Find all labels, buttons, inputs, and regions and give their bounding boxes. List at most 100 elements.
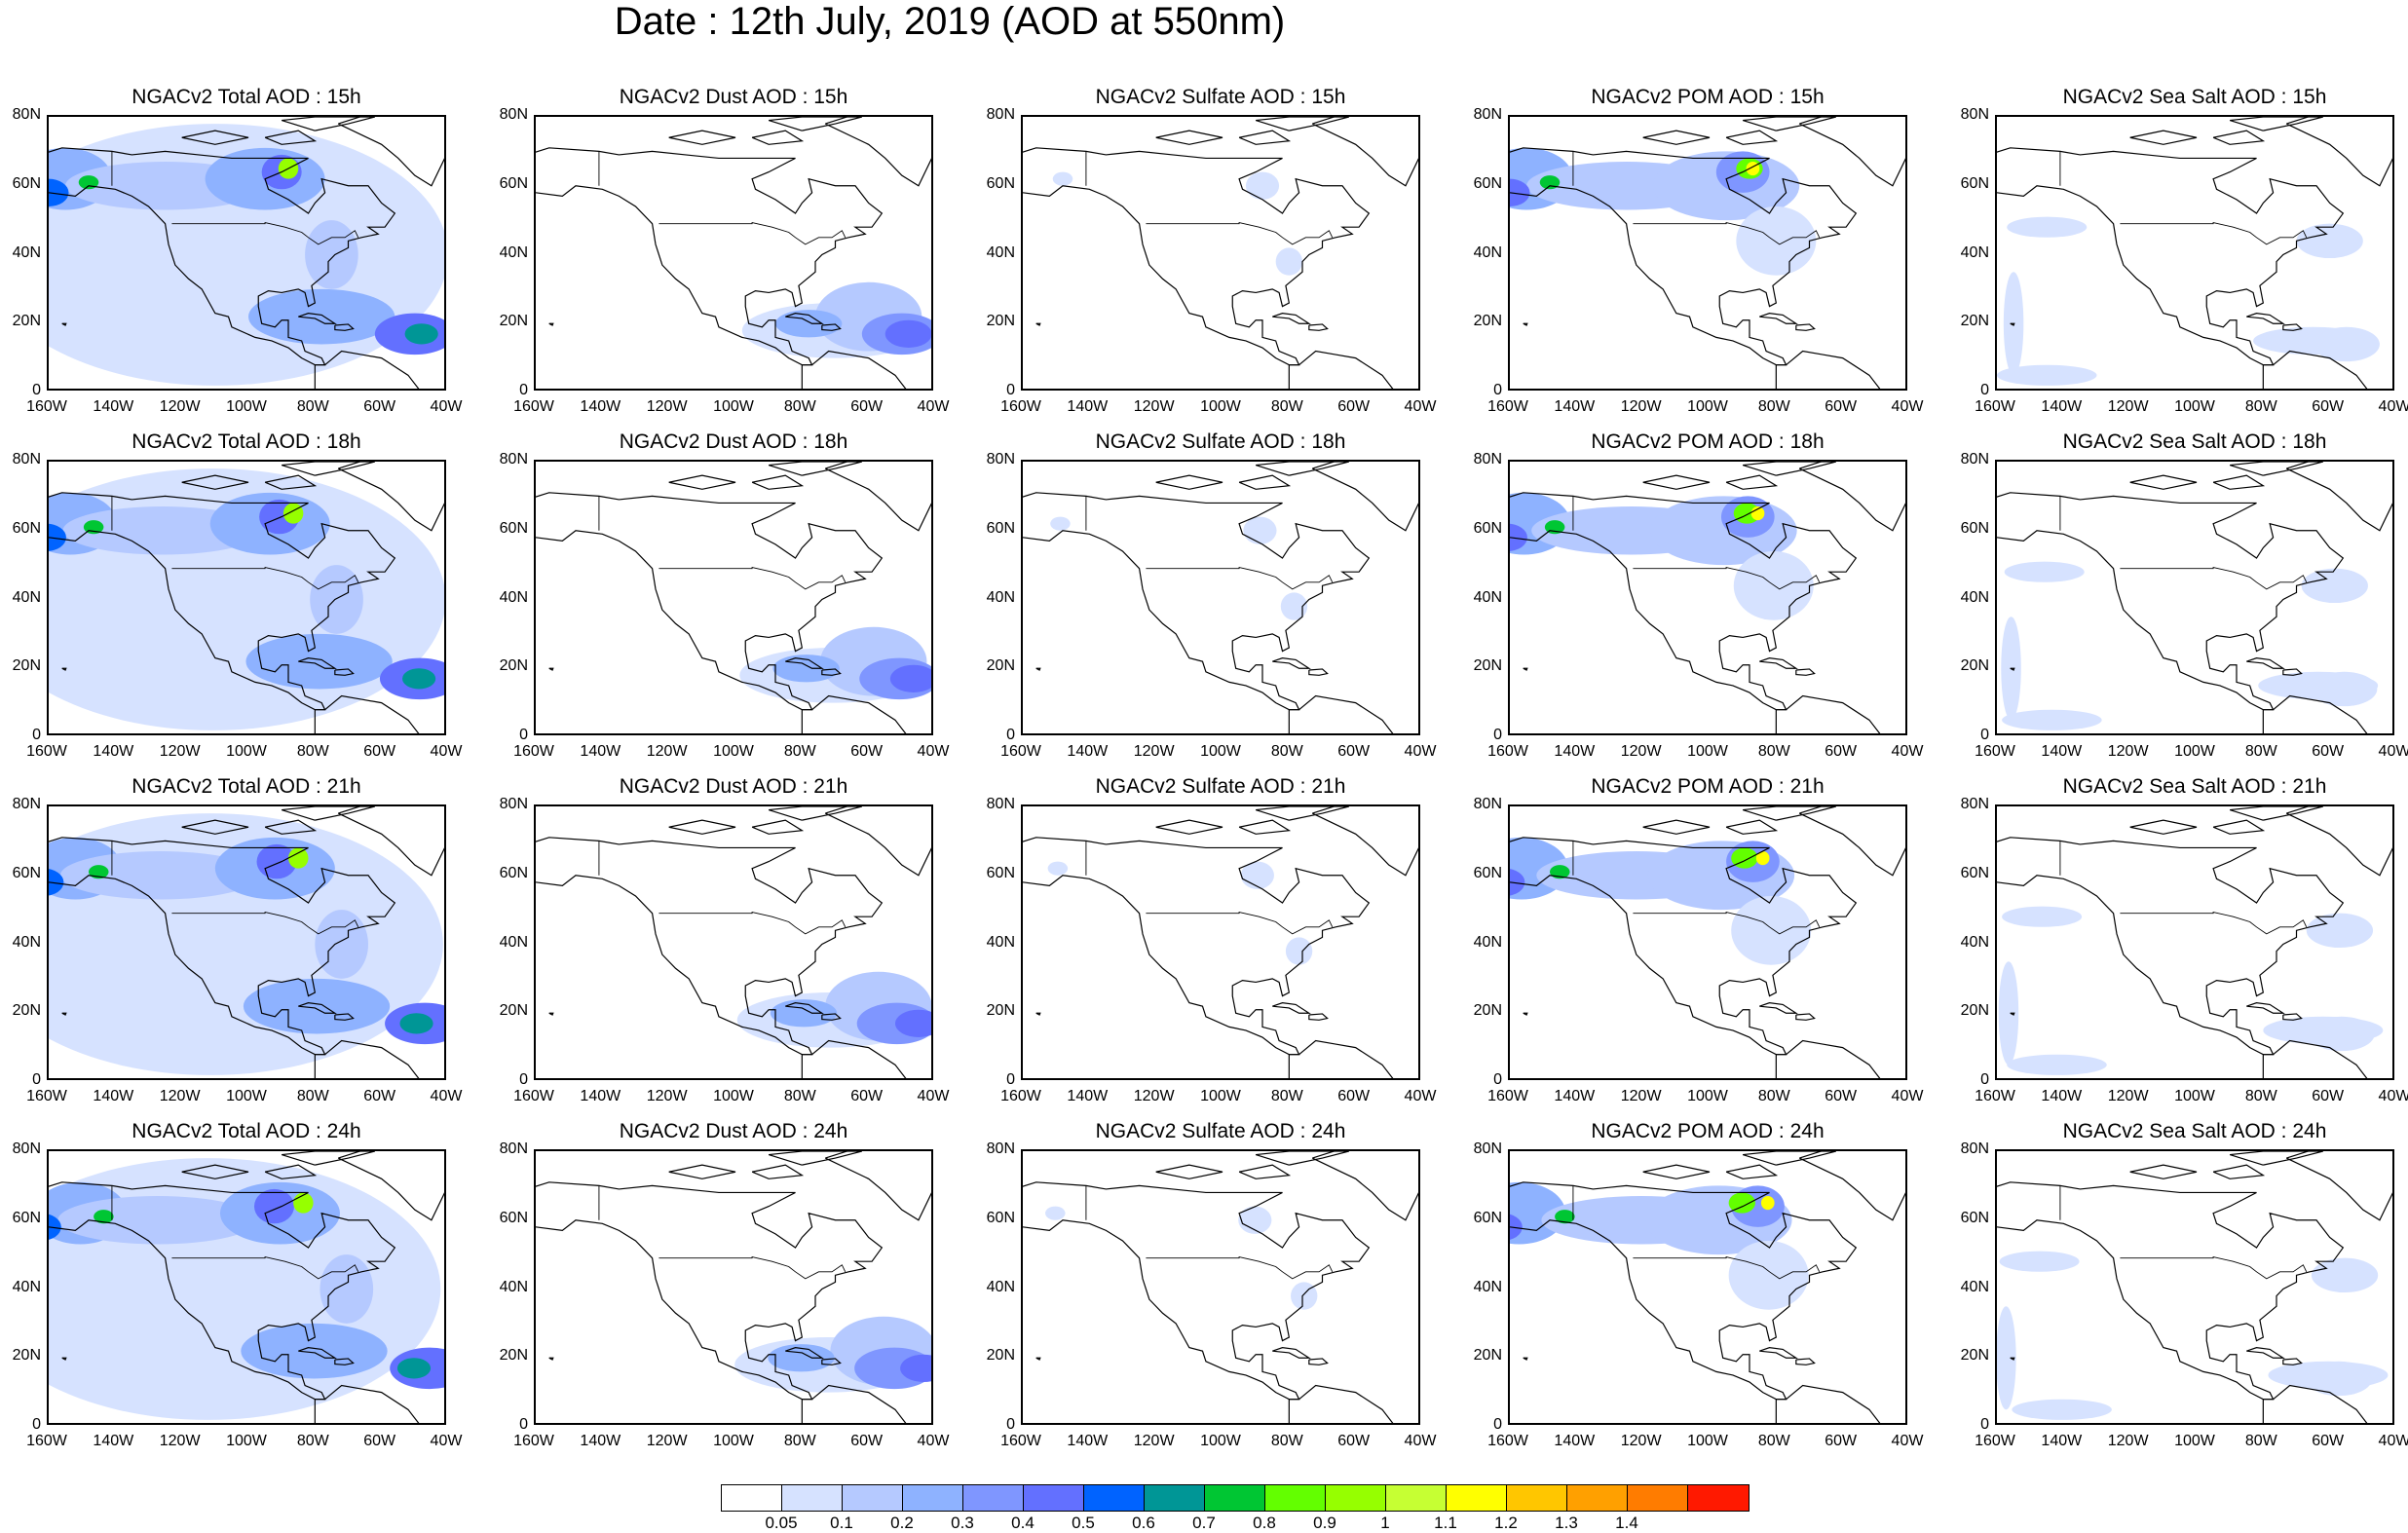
lat-tick-label: 40N (1473, 933, 1502, 951)
aod-field-pom-5 (1755, 850, 1770, 866)
lon-tick-label: 40W (1404, 743, 1437, 760)
hawaii-outline (2010, 322, 2015, 326)
greenland-outline (1311, 462, 1418, 532)
lon-tick-label: 140W (1067, 398, 1109, 415)
lon-tick-label: 120W (646, 398, 688, 415)
arctic-island (768, 1151, 862, 1166)
hawaii-outline (548, 1012, 554, 1016)
lon-tick-label: 80W (296, 743, 329, 760)
cuba-outline (785, 1002, 824, 1014)
greenland-outline (824, 806, 931, 877)
lat-tick-label: 80N (1960, 796, 1989, 812)
hispaniola-outline (821, 1013, 842, 1021)
aod-field-pom-6 (1510, 178, 1530, 206)
country-border (1633, 222, 1821, 245)
aod-field-pom-8 (1733, 550, 1814, 620)
aod-field-sulfate-0 (1245, 171, 1280, 200)
lon-tick-label: 120W (1133, 1433, 1175, 1449)
aod-field-total-7 (78, 175, 99, 190)
hawaii-outline (1523, 1012, 1528, 1016)
lon-tick-label: 60W (1337, 1433, 1371, 1449)
lon-tick-label: 120W (1620, 398, 1662, 415)
lon-tick-label: 140W (580, 398, 621, 415)
arctic-island (751, 130, 805, 145)
lon-tick-label: 40W (917, 1088, 950, 1104)
arctic-island (264, 1164, 318, 1179)
panel-title: NGACv2 Total AOD : 18h (132, 430, 361, 453)
arctic-island (2229, 462, 2323, 476)
hispaniola-outline (2282, 323, 2303, 331)
hispaniola-outline (2282, 1013, 2303, 1021)
lon-tick-label: 100W (2174, 1433, 2215, 1449)
coastline (1997, 492, 2345, 711)
lat-tick-label: 20N (986, 1002, 1015, 1020)
aod-field-total-11 (310, 565, 363, 634)
country-border (658, 1256, 847, 1280)
panel-title: NGACv2 Total AOD : 15h (132, 86, 361, 108)
lat-tick-label: 80N (499, 451, 528, 467)
aod-field-pom-6 (1510, 1214, 1523, 1240)
lon-tick-label: 160W (1487, 398, 1528, 415)
lon-tick-label: 160W (26, 1088, 67, 1104)
lat-tick-label: 40N (499, 1278, 528, 1295)
aod-field-pom-8 (1736, 206, 1817, 276)
lon-tick-label: 140W (1067, 1433, 1109, 1449)
lon-tick-label: 40W (430, 398, 463, 415)
lat-tick-label: 80N (986, 796, 1015, 812)
hawaii-outline (61, 1012, 67, 1016)
lon-tick-label: 160W (1000, 1088, 1041, 1104)
greenland-outline (2285, 806, 2392, 877)
arctic-island (1155, 819, 1223, 835)
greenland-outline (1311, 806, 1418, 877)
lon-tick-label: 100W (226, 1088, 267, 1104)
lat-tick-label: 20N (1473, 1347, 1502, 1365)
lat-tick-label: 0 (1980, 382, 1989, 398)
greenland-outline (824, 117, 931, 187)
lat-tick-label: 0 (1980, 1071, 1989, 1088)
lon-tick-label: 100W (1687, 398, 1728, 415)
hawaii-outline (2010, 1357, 2015, 1361)
lon-tick-label: 80W (1757, 398, 1790, 415)
south-america-outline (1288, 1039, 1394, 1078)
aod-field-total-2 (57, 1195, 258, 1245)
aod-field-dust-4 (775, 310, 843, 338)
lat-tick-label: 60N (1960, 1209, 1989, 1226)
arctic-island (1642, 474, 1711, 490)
country-border (171, 222, 359, 245)
lat-tick-label: 20N (499, 657, 528, 675)
arctic-island (751, 474, 805, 490)
aod-field-total-6 (49, 1214, 61, 1240)
coastline (1997, 837, 2345, 1056)
map-seasalt (1997, 806, 2392, 1078)
aod-field-total-7 (89, 865, 109, 879)
hawaii-outline (2010, 667, 2015, 671)
lat-tick-label: 0 (519, 1416, 528, 1433)
arctic-island (2229, 806, 2323, 821)
colorbar-box (1084, 1485, 1145, 1511)
lon-tick-label: 40W (1404, 1433, 1437, 1449)
map-panel (1508, 115, 1907, 391)
lon-tick-label: 80W (783, 1433, 816, 1449)
lat-tick-label: 60N (986, 1209, 1015, 1226)
cuba-outline (785, 1347, 824, 1359)
lat-tick-label: 80N (986, 106, 1015, 123)
map-sulfate (1023, 117, 1418, 389)
lat-tick-label: 80N (12, 796, 41, 812)
panel-title: NGACv2 Total AOD : 21h (132, 775, 361, 798)
map-seasalt (1997, 1151, 2392, 1423)
map-sulfate (1023, 462, 1418, 733)
lon-tick-label: 40W (917, 743, 950, 760)
south-america-outline (1288, 350, 1394, 389)
lon-tick-label: 160W (1487, 1433, 1528, 1449)
lat-tick-label: 0 (1493, 727, 1502, 743)
lat-tick-label: 20N (1473, 1002, 1502, 1020)
arctic-island (1255, 1151, 1349, 1166)
colorbar-box (1507, 1485, 1567, 1511)
greenland-outline (824, 462, 931, 532)
aod-field-pom-5 (1760, 1195, 1775, 1211)
aod-field-pom-6 (1510, 523, 1527, 551)
lon-tick-label: 60W (2312, 1433, 2345, 1449)
lon-tick-label: 60W (1825, 1088, 1858, 1104)
map-total (49, 1151, 444, 1423)
lat-tick-label: 40N (12, 588, 41, 606)
